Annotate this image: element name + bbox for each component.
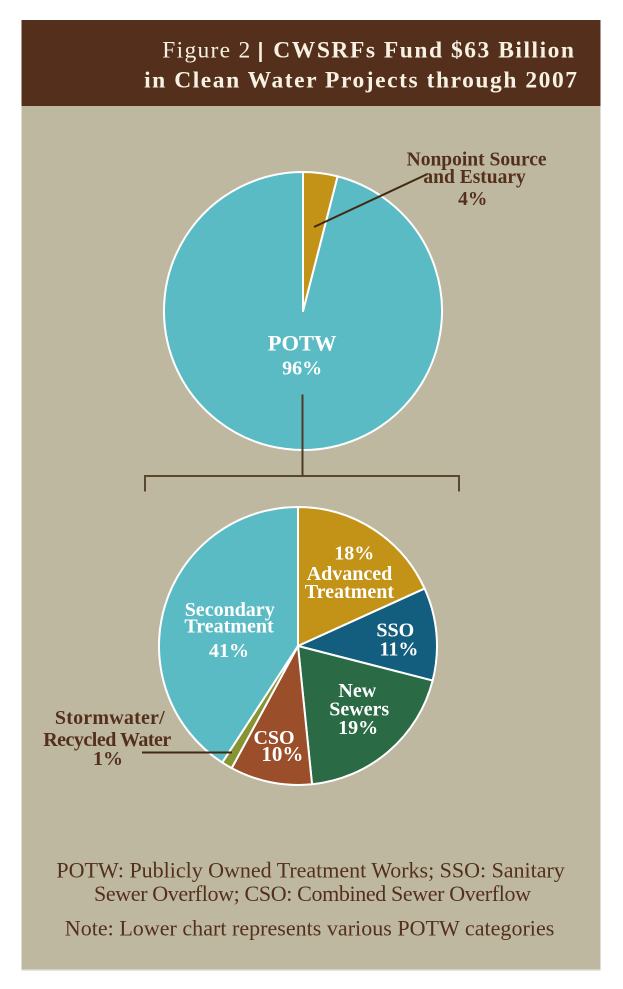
svg-text:11%: 11%	[379, 639, 418, 661]
svg-text:New: New	[338, 680, 376, 702]
svg-text:96%: 96%	[282, 357, 322, 379]
svg-text:19%: 19%	[338, 717, 378, 739]
svg-text:Figure 2: Figure 2	[162, 38, 250, 64]
svg-text:Stormwater/: Stormwater/	[55, 707, 165, 729]
svg-text:Sewer Overflow; CSO: Combined: Sewer Overflow; CSO: Combined Sewer Over…	[94, 881, 531, 906]
svg-text:Sewers: Sewers	[329, 699, 389, 721]
svg-text:POTW: Publicly Owned Treatment: POTW: Publicly Owned Treatment Works; SS…	[56, 857, 564, 882]
svg-text:Note: Lower chart represents v: Note: Lower chart represents various POT…	[65, 916, 555, 941]
svg-text:18%: 18%	[334, 543, 374, 565]
svg-text:in Clean Water Projects throug: in Clean Water Projects through 2007	[144, 68, 577, 94]
svg-text:POTW: POTW	[268, 330, 337, 355]
svg-text:Recycled Water: Recycled Water	[43, 729, 171, 751]
svg-text:Advanced: Advanced	[307, 563, 393, 585]
svg-text:Treatment: Treatment	[305, 581, 395, 603]
svg-text:4%: 4%	[458, 189, 487, 210]
svg-text:41%: 41%	[209, 640, 249, 662]
svg-text:Treatment: Treatment	[184, 616, 274, 638]
svg-text:CWSRFs Fund $63 Billion: CWSRFs Fund $63 Billion	[273, 38, 574, 64]
svg-text:CSO: CSO	[253, 727, 294, 749]
svg-text:10%: 10%	[261, 742, 303, 766]
svg-text:Nonpoint Source: Nonpoint Source	[407, 149, 547, 170]
svg-text:Secondary: Secondary	[185, 599, 275, 621]
svg-text:SSO: SSO	[376, 619, 414, 641]
svg-text:1%: 1%	[93, 748, 123, 770]
svg-text:and Estuary: and Estuary	[423, 167, 526, 188]
